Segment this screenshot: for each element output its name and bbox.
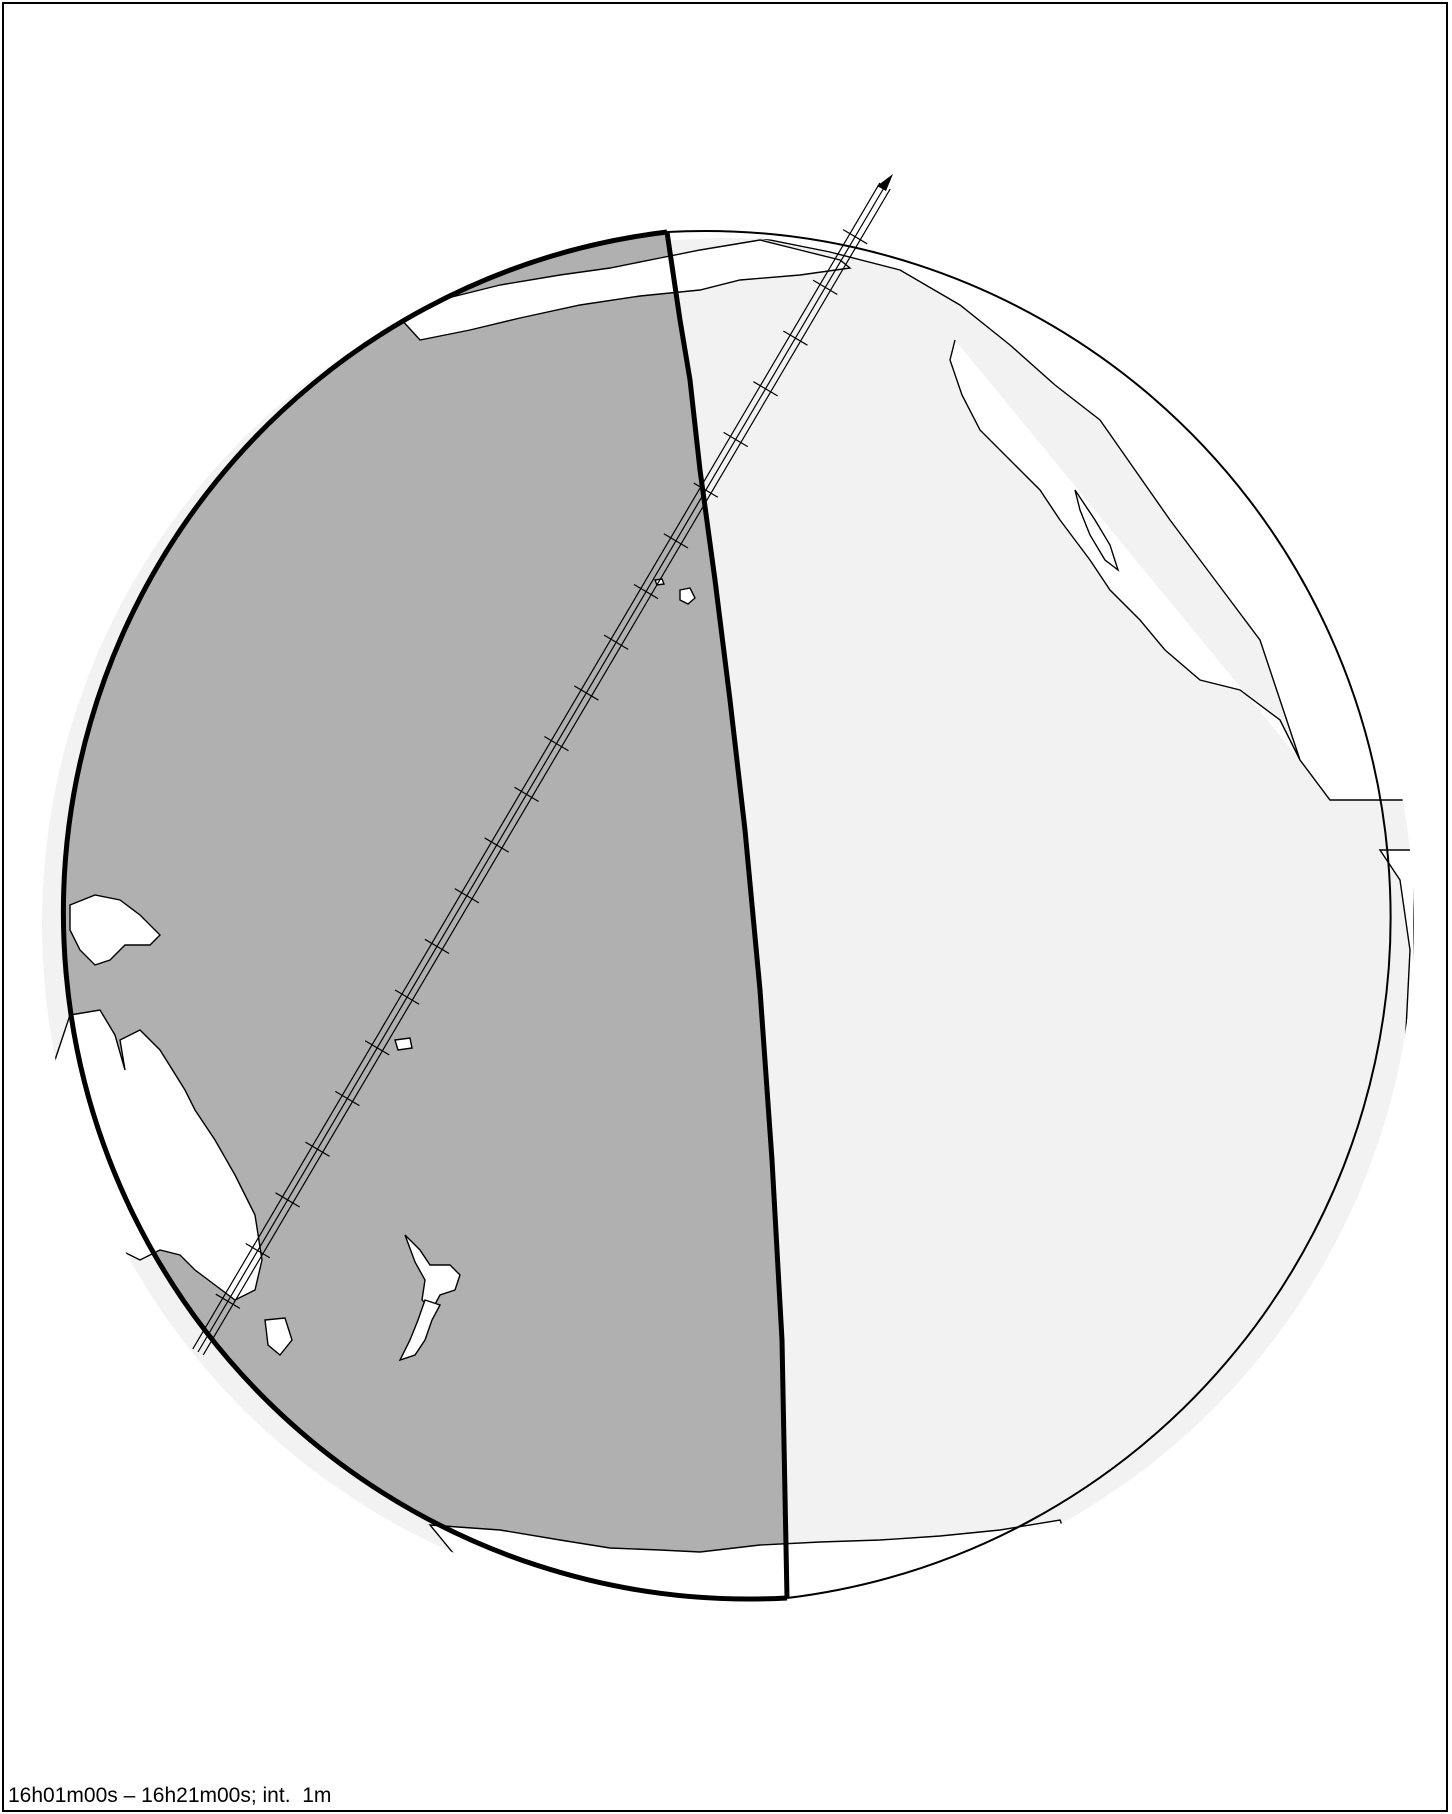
track-minute-tick	[723, 431, 749, 448]
land-antarctica	[428, 1519, 1081, 1610]
land-new-zealand-south	[398, 1299, 442, 1362]
globe-night-side	[63, 232, 788, 1600]
land-hawaii	[679, 587, 696, 605]
land-baja-california	[1074, 489, 1120, 572]
track-minute-tick	[215, 1293, 241, 1309]
track-direction-arrow-icon	[877, 174, 893, 191]
land-tasmania	[264, 1317, 293, 1356]
land-fiji	[394, 1037, 413, 1051]
land-new-guinea	[69, 894, 161, 966]
track-minute-tick	[544, 736, 569, 752]
track-minute-tick	[454, 888, 480, 904]
track-minute-tick	[842, 229, 868, 245]
night-limb-outline	[60, 229, 788, 1602]
track-minute-tick	[514, 786, 539, 802]
track-minute-tick	[603, 634, 629, 650]
land-new-zealand-north	[404, 1234, 461, 1312]
track-minute-tick	[424, 938, 450, 955]
satellite-ground-track	[192, 182, 891, 1356]
track-minute-tick	[663, 533, 689, 549]
track-minute-tick	[394, 989, 420, 1005]
track-minute-tick	[305, 1141, 330, 1157]
track-minute-tick	[334, 1090, 360, 1107]
day-limb-outline	[666, 229, 1392, 1599]
track-minute-tick	[693, 482, 719, 498]
track-line	[197, 185, 886, 1353]
track-minute-tick	[633, 583, 659, 600]
track-minute-tick	[573, 685, 599, 701]
track-line	[192, 182, 881, 1350]
track-minute-tick	[783, 330, 808, 346]
track-minute-tick	[484, 837, 510, 853]
land-alaska	[398, 239, 852, 341]
time-range-caption: 16h01m00s – 16h21m00s; int. 1m	[8, 1784, 332, 1807]
track-minute-tick	[753, 381, 778, 397]
track-minute-tick	[245, 1242, 271, 1259]
track-minute-tick	[812, 279, 838, 296]
track-minute-tick	[364, 1040, 390, 1056]
track-minute-tick	[275, 1192, 300, 1208]
terminator-line	[664, 231, 790, 1599]
track-line	[202, 188, 891, 1356]
